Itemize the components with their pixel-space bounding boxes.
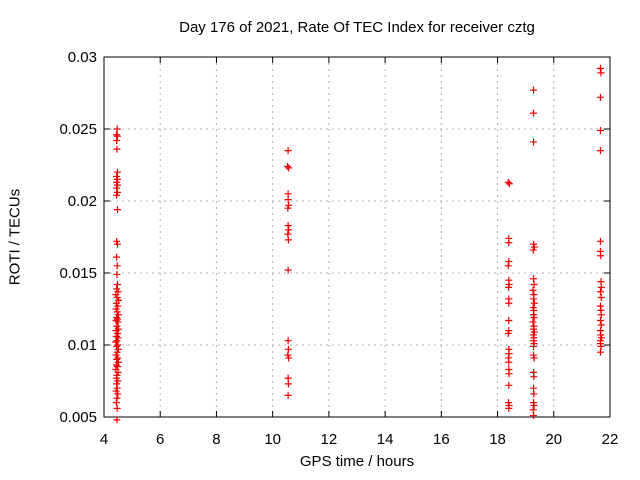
x-tick-label: 20 bbox=[545, 431, 562, 448]
data-point-marker bbox=[113, 137, 121, 145]
x-tick-label: 18 bbox=[489, 431, 506, 448]
plot-border bbox=[103, 56, 611, 418]
data-point-marker bbox=[530, 354, 538, 362]
data-point-marker bbox=[505, 370, 513, 378]
data-point-marker bbox=[284, 236, 292, 244]
data-point-marker bbox=[529, 246, 537, 254]
data-point-marker bbox=[597, 69, 605, 77]
data-point-marker bbox=[114, 390, 122, 398]
x-axis-label: GPS time / hours bbox=[299, 453, 415, 470]
y-tick-label: 0.02 bbox=[68, 193, 97, 210]
data-point-marker bbox=[113, 281, 121, 289]
data-point-marker bbox=[505, 299, 513, 307]
data-point-marker bbox=[113, 132, 121, 140]
data-point-marker bbox=[530, 412, 538, 420]
data-point-marker bbox=[112, 399, 120, 407]
data-point-marker bbox=[285, 226, 293, 234]
data-point-marker bbox=[530, 138, 538, 146]
data-point-marker bbox=[596, 348, 604, 356]
data-point-marker bbox=[530, 109, 538, 117]
data-point-marker bbox=[597, 293, 605, 301]
x-tick-label: 8 bbox=[212, 431, 220, 448]
data-point-marker bbox=[530, 299, 538, 307]
data-point-marker bbox=[284, 337, 292, 345]
x-tick-label: 22 bbox=[602, 431, 619, 448]
data-point-marker bbox=[113, 125, 121, 133]
data-point-marker bbox=[597, 283, 605, 291]
y-tick-label: 0.005 bbox=[59, 409, 97, 426]
data-point-marker bbox=[113, 404, 121, 412]
data-point-marker bbox=[504, 329, 512, 337]
data-point-marker bbox=[284, 147, 292, 155]
x-tick-label: 6 bbox=[156, 431, 164, 448]
y-tick-label: 0.01 bbox=[68, 337, 97, 354]
y-tick-label: 0.03 bbox=[68, 49, 97, 66]
y-tick-label: 0.025 bbox=[59, 121, 97, 138]
data-point-marker bbox=[113, 416, 121, 424]
data-point-marker bbox=[114, 318, 122, 326]
data-point-marker bbox=[504, 178, 512, 186]
data-point-marker bbox=[597, 321, 605, 329]
data-point-marker bbox=[284, 266, 292, 274]
data-point-marker bbox=[505, 283, 513, 291]
data-point-marker bbox=[113, 240, 121, 248]
data-point-marker bbox=[596, 237, 604, 245]
data-point-marker bbox=[530, 401, 538, 409]
data-point-marker bbox=[284, 204, 292, 212]
data-point-marker bbox=[530, 295, 538, 303]
data-point-marker bbox=[596, 93, 604, 101]
x-tick-label: 14 bbox=[377, 431, 394, 448]
data-point-marker bbox=[113, 262, 121, 270]
data-point-marker bbox=[284, 162, 292, 170]
x-tick-label: 4 bbox=[100, 431, 108, 448]
data-point-marker bbox=[113, 191, 121, 199]
data-point-marker bbox=[529, 318, 537, 326]
data-point-marker bbox=[530, 390, 538, 398]
data-point-marker bbox=[530, 314, 538, 322]
data-point-marker bbox=[596, 288, 604, 296]
data-point-marker bbox=[597, 311, 605, 319]
data-point-marker bbox=[504, 262, 512, 270]
data-point-marker bbox=[529, 286, 537, 294]
data-point-marker bbox=[505, 317, 513, 325]
data-point-marker bbox=[597, 252, 605, 260]
data-point-marker bbox=[284, 391, 292, 399]
data-point-marker bbox=[505, 180, 513, 188]
data-point-marker bbox=[505, 404, 513, 412]
data-point-marker bbox=[530, 86, 538, 94]
data-point-marker bbox=[596, 317, 604, 325]
chart-title: Day 176 of 2021, Rate Of TEC Index for r… bbox=[179, 19, 535, 36]
data-point-marker bbox=[505, 239, 513, 247]
data-point-marker bbox=[530, 373, 538, 381]
data-point-marker bbox=[596, 126, 604, 134]
data-point-marker bbox=[113, 184, 121, 192]
data-point-marker bbox=[285, 354, 293, 362]
data-point-marker bbox=[113, 168, 121, 176]
data-point-marker bbox=[113, 270, 121, 278]
x-tick-label: 10 bbox=[264, 431, 281, 448]
data-point-marker bbox=[505, 358, 513, 366]
data-point-marker bbox=[530, 281, 538, 289]
data-point-marker bbox=[284, 380, 292, 388]
x-tick-label: 16 bbox=[433, 431, 450, 448]
data-point-marker bbox=[285, 164, 293, 172]
data-point-marker bbox=[530, 342, 538, 350]
data-point-marker bbox=[113, 253, 121, 261]
data-point-marker bbox=[113, 145, 121, 153]
data-point-marker bbox=[596, 147, 604, 155]
y-tick-label: 0.015 bbox=[59, 265, 97, 282]
data-point-marker bbox=[113, 206, 121, 214]
data-point-marker bbox=[505, 381, 513, 389]
x-tick-label: 12 bbox=[321, 431, 338, 448]
